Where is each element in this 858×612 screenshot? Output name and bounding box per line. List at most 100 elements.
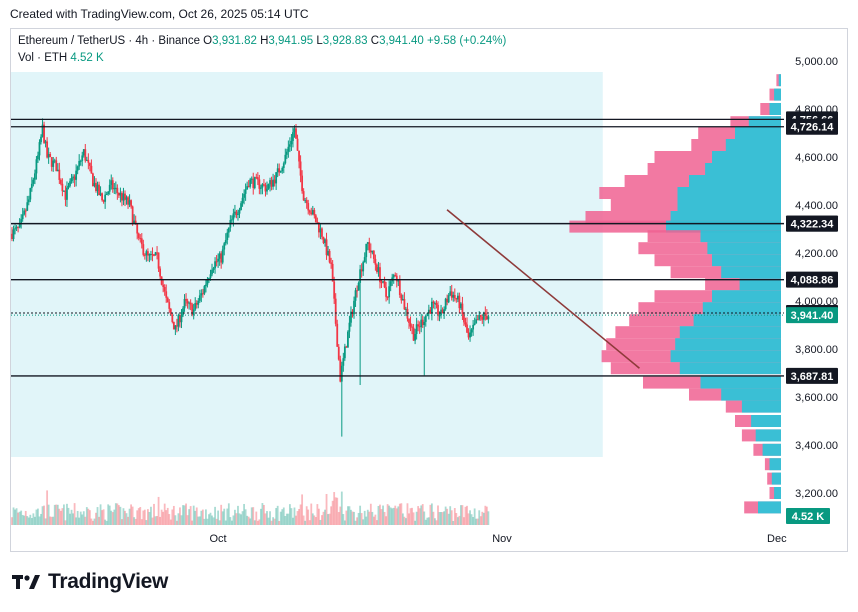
volume-bar — [296, 511, 299, 525]
candle-body — [350, 311, 352, 323]
volume-bar — [440, 512, 442, 525]
candle-body — [163, 286, 166, 292]
candle-body — [325, 239, 328, 256]
volume-bar — [278, 520, 281, 525]
volume-bar — [374, 514, 377, 525]
volume-bar — [124, 510, 126, 525]
candle-body — [240, 203, 242, 210]
candle-body — [34, 173, 36, 180]
volume-bar — [232, 515, 235, 525]
candle-body — [411, 326, 413, 328]
candle-body — [128, 200, 131, 205]
volume-bar — [411, 507, 413, 525]
candle-body — [481, 316, 484, 320]
volume-bar — [133, 517, 136, 525]
volume-bar — [84, 516, 87, 525]
volume-bar — [269, 511, 271, 525]
volume-bar — [430, 503, 433, 525]
volume-bar — [446, 508, 449, 525]
y-axis-tick-label: 3,400.00 — [795, 440, 838, 452]
volume-bar — [73, 503, 76, 525]
volume-bar — [127, 516, 129, 525]
volume-bar — [290, 508, 293, 525]
volume-bar — [377, 505, 380, 525]
candle-body — [224, 240, 227, 244]
volume-bar — [275, 508, 278, 525]
candle-body — [15, 226, 18, 229]
candle-body — [159, 268, 162, 277]
candle-body — [220, 253, 223, 263]
candle-body — [37, 155, 39, 160]
descending-trendline[interactable] — [446, 209, 640, 369]
brand-name: TradingView — [48, 570, 169, 593]
candle-body — [41, 124, 44, 137]
candle-body — [243, 193, 245, 198]
volume-bar — [180, 515, 183, 525]
candle-body — [43, 124, 45, 143]
candle-body — [476, 319, 479, 321]
volume-bar — [171, 509, 174, 525]
volume-bar — [292, 517, 294, 525]
close-value: 3,941.40 — [379, 35, 424, 47]
volume-bar — [150, 506, 152, 525]
candle-body — [191, 304, 194, 315]
candle-body — [357, 282, 360, 291]
volume-bar — [153, 503, 155, 525]
volume-bar — [12, 507, 15, 525]
candle-body — [114, 187, 117, 189]
candle-body — [59, 179, 62, 184]
candle-body — [195, 303, 198, 305]
volume-bar — [469, 510, 471, 525]
candle-body — [382, 281, 384, 283]
candle-body — [183, 298, 186, 309]
candle-body — [288, 144, 291, 147]
volume-bar — [192, 505, 195, 525]
volume-bar — [165, 510, 168, 525]
candle-body — [424, 315, 427, 322]
volume-bar — [437, 505, 439, 525]
volume-bar — [241, 511, 244, 525]
candle-body — [69, 181, 71, 186]
volume-bar — [189, 506, 192, 525]
volume-bar — [186, 515, 189, 525]
candle-body — [420, 319, 423, 328]
candle-body — [264, 185, 267, 192]
volume-bar — [406, 503, 409, 525]
candle-body — [17, 226, 20, 228]
candle-body — [75, 170, 78, 180]
candle-body — [98, 184, 100, 196]
candle-body — [212, 268, 215, 270]
candle-body — [290, 140, 293, 145]
candle-body — [450, 291, 453, 298]
volume-bar — [105, 520, 108, 525]
volume-bar — [34, 516, 36, 525]
volume-bar — [176, 520, 178, 525]
candle-body — [412, 327, 415, 341]
volume-bar — [376, 520, 378, 525]
volume-bar — [125, 513, 128, 525]
candle-body — [78, 160, 81, 167]
candle-body — [298, 150, 300, 162]
candle-body — [409, 322, 412, 327]
candle-body — [32, 179, 35, 184]
volume-profile-bar-buy — [705, 163, 781, 175]
volume-profile-bar-buy — [751, 415, 781, 427]
brand-footer[interactable]: TradingView — [12, 570, 168, 594]
candle-body — [110, 180, 113, 185]
candle-body — [23, 210, 26, 215]
candle-body — [215, 261, 218, 263]
candle-body — [449, 291, 452, 296]
candle-body — [406, 308, 409, 319]
volume-bar — [32, 513, 35, 525]
candle-body — [348, 322, 351, 332]
volume-bar — [293, 507, 296, 525]
change-value: +9.58 (+0.24%) — [427, 35, 507, 47]
volume-bar — [421, 504, 424, 525]
volume-bar — [43, 505, 45, 525]
volume-bar — [197, 516, 200, 525]
volume-profile-bar-buy — [778, 74, 781, 87]
volume-bar — [397, 506, 400, 525]
candle-body — [339, 359, 342, 382]
volume-bar — [249, 518, 252, 525]
